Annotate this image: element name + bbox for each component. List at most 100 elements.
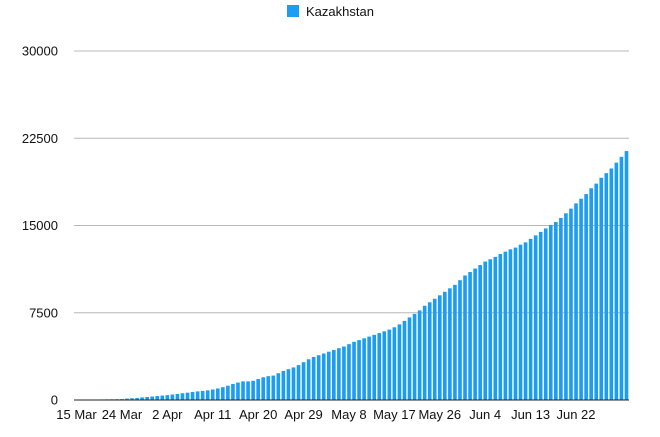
bar <box>392 327 397 400</box>
bar <box>332 349 336 400</box>
bar <box>432 298 437 400</box>
bar <box>498 254 503 400</box>
bar <box>488 259 493 400</box>
x-tick-label: Apr 29 <box>284 407 322 422</box>
bar <box>281 370 286 400</box>
bar <box>579 198 583 400</box>
bar <box>135 397 139 400</box>
bar <box>145 396 149 400</box>
bar <box>589 188 593 400</box>
x-tick-label: Apr 11 <box>194 407 231 422</box>
bar <box>528 238 533 400</box>
bar <box>170 394 175 400</box>
x-tick-label: 24 Mar <box>102 407 143 422</box>
bar <box>372 334 377 400</box>
bar <box>594 183 599 400</box>
bar <box>367 336 371 400</box>
bar <box>286 369 291 400</box>
bars <box>74 151 629 401</box>
bar <box>205 390 210 400</box>
bar <box>236 382 240 400</box>
bar <box>140 397 144 400</box>
bar <box>503 251 508 400</box>
y-tick-label: 15000 <box>22 218 58 233</box>
bar <box>377 333 382 400</box>
legend-label: Kazakhstan <box>306 4 374 19</box>
bar <box>564 213 568 400</box>
bar <box>448 288 452 400</box>
y-tick-label: 7500 <box>29 305 58 320</box>
bar <box>175 393 180 400</box>
bar <box>584 194 588 400</box>
x-tick-label: Jun 4 <box>469 407 501 422</box>
y-tick-label: 22500 <box>22 131 58 146</box>
bar <box>190 391 195 400</box>
bar <box>301 362 306 400</box>
bar <box>508 249 513 400</box>
bar <box>458 280 462 400</box>
bar <box>321 353 326 400</box>
y-tick-label: 0 <box>51 393 58 408</box>
bar <box>195 391 200 400</box>
bar <box>357 340 361 400</box>
bar <box>422 305 427 400</box>
bar <box>604 173 609 400</box>
bar <box>256 379 260 400</box>
x-tick-label: May 8 <box>331 407 366 422</box>
bar <box>337 348 341 400</box>
bar <box>316 355 321 400</box>
bar <box>231 383 235 400</box>
x-tick-label: 15 Mar <box>56 407 97 422</box>
bar <box>518 244 523 400</box>
bar <box>543 228 548 400</box>
bar <box>362 338 366 400</box>
bar <box>226 385 230 400</box>
bar <box>599 177 604 400</box>
bar <box>609 168 614 400</box>
legend-swatch <box>287 5 299 17</box>
bar <box>266 376 271 400</box>
bar <box>165 395 170 400</box>
bar <box>261 377 266 400</box>
legend[interactable]: Kazakhstan <box>287 4 374 19</box>
x-tick-label: 2 Apr <box>152 407 183 422</box>
bar <box>276 373 281 400</box>
bar <box>569 208 573 400</box>
bar <box>306 359 311 400</box>
bar <box>387 329 392 400</box>
bar <box>326 351 331 400</box>
x-tick-label: Jun 22 <box>556 407 595 422</box>
bar <box>210 389 215 400</box>
y-axis-labels: 0 7500 15000 22500 30000 <box>22 44 58 408</box>
bar <box>407 317 412 400</box>
bar <box>412 313 417 400</box>
bar <box>347 344 351 400</box>
bar <box>538 231 543 400</box>
x-axis-labels: 15 Mar 24 Mar 2 Apr Apr 11 Apr 20 Apr 29 May 8… <box>56 407 595 422</box>
bar <box>443 291 447 400</box>
bar <box>624 151 629 400</box>
bar <box>200 390 205 400</box>
bar <box>382 331 387 400</box>
bar <box>397 324 402 400</box>
bar <box>574 203 578 400</box>
x-tick-label: Apr 20 <box>239 407 277 422</box>
bar <box>483 261 488 400</box>
bar <box>493 256 498 400</box>
bar <box>437 295 442 400</box>
bar <box>468 272 472 400</box>
x-tick-label: Jun 13 <box>511 407 550 422</box>
bar <box>513 247 518 400</box>
bar <box>155 396 160 400</box>
bar <box>241 381 245 400</box>
bar <box>125 398 129 400</box>
bar <box>130 398 134 400</box>
bar <box>523 242 528 400</box>
bar <box>473 268 477 400</box>
bar <box>160 395 165 400</box>
bar <box>215 388 220 400</box>
bar <box>311 356 316 400</box>
bar <box>478 265 482 400</box>
bar <box>221 387 225 400</box>
